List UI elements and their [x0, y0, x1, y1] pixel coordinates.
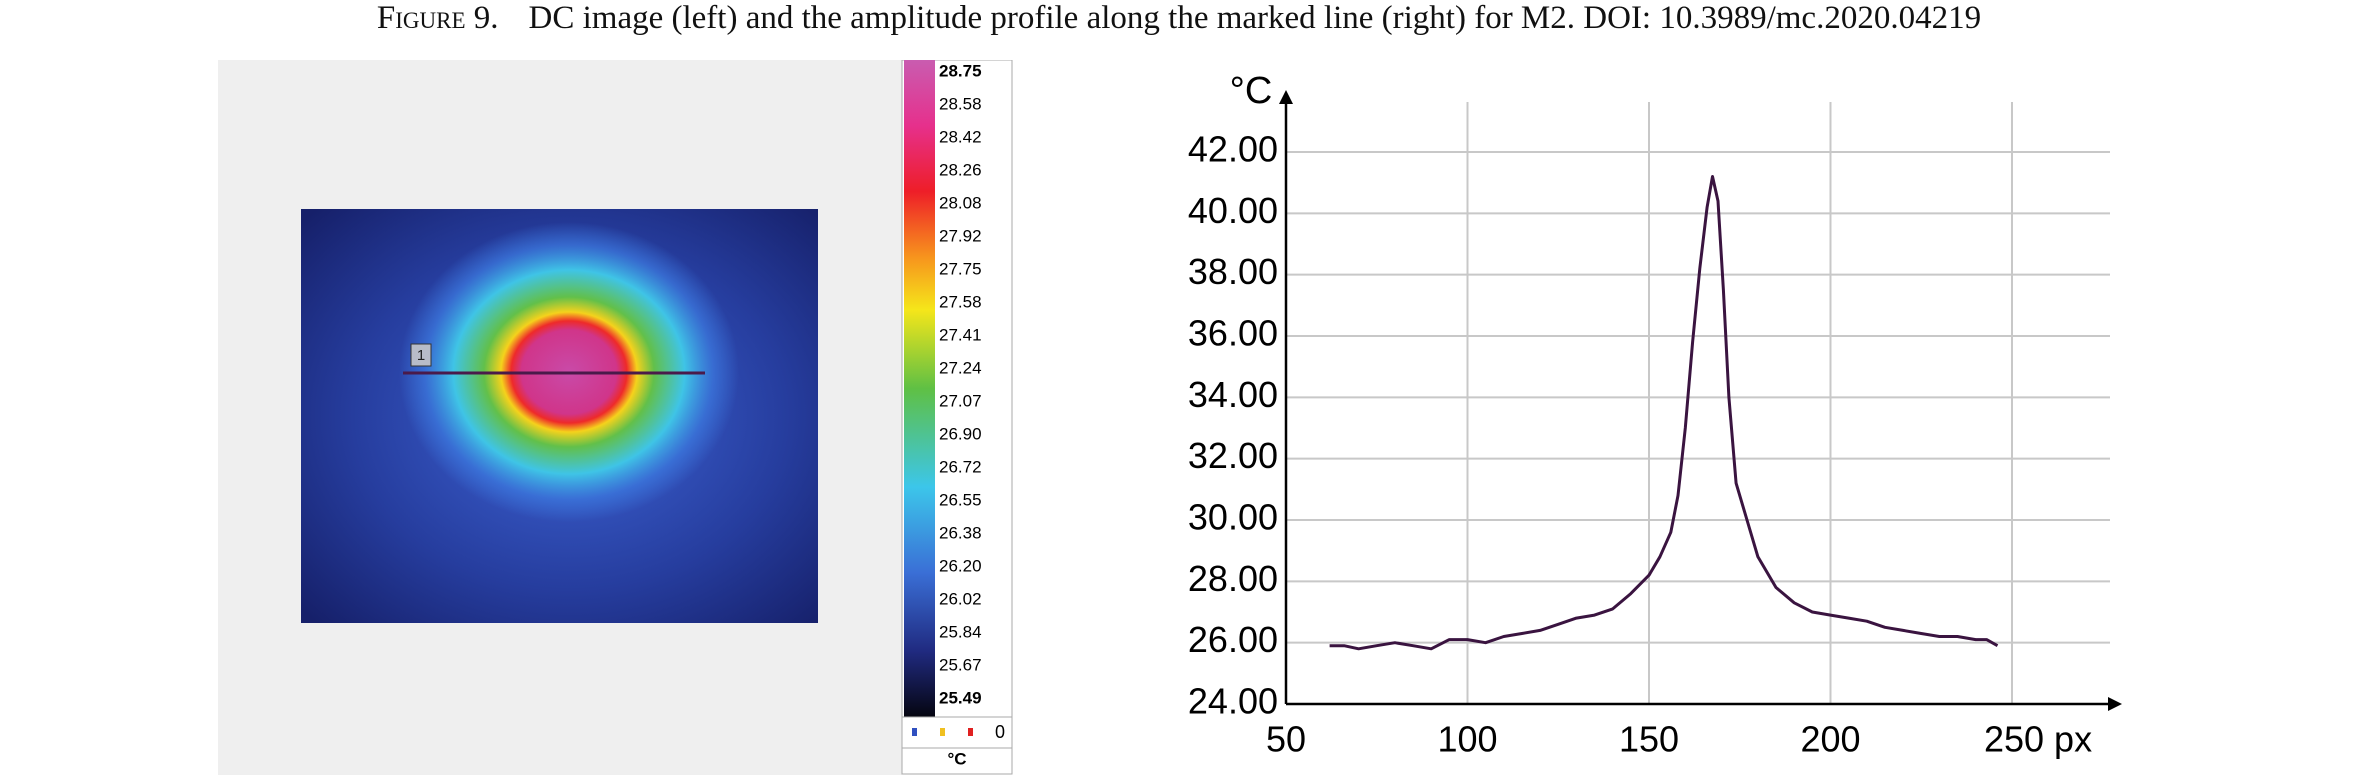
x-tick-label: 50 — [1266, 719, 1306, 760]
scale-label: 26.20 — [939, 556, 982, 575]
scale-footer-value: 0 — [995, 722, 1005, 742]
scale-label: 28.42 — [939, 127, 982, 146]
x-axis-arrow — [2108, 697, 2122, 711]
scale-label: 27.92 — [939, 226, 982, 245]
profile-line — [1329, 175, 1999, 651]
caption-label: Figure 9. — [376, 0, 499, 36]
scale-label: 27.41 — [939, 325, 982, 344]
scale-label: 26.02 — [939, 589, 982, 608]
y-axis-arrow — [1279, 90, 1293, 104]
marker-label: 1 — [417, 347, 425, 364]
scale-label: 26.38 — [939, 523, 982, 542]
scale-label: 26.55 — [939, 490, 982, 509]
scale-label: 27.58 — [939, 292, 982, 311]
marker-box — [410, 343, 432, 367]
y-tick-label: 32.00 — [1188, 435, 1278, 476]
scale-label: 27.07 — [939, 391, 982, 410]
scale-label: 25.49 — [939, 688, 982, 707]
y-tick-label: 40.00 — [1188, 190, 1278, 231]
scale-label: 25.67 — [939, 655, 982, 674]
scale-label: 28.58 — [939, 94, 982, 113]
profile-chart: °C 24.00 26.00 28.00 30.00 32.00 34.00 36.00 38… — [1188, 70, 2122, 760]
y-tick-label: 34.00 — [1188, 374, 1278, 415]
scale-label: 28.75 — [939, 61, 982, 80]
y-tick-label: 24.00 — [1188, 681, 1278, 722]
x-tick-label: 150 — [1619, 719, 1679, 760]
caption-text: DC image (left) and the amplitude profil… — [528, 0, 1982, 36]
thermal-panel: 1 0 °C 28.75 28.58 28.42 28.26 28.08 27.92 27.… — [218, 60, 1013, 775]
legend-square — [940, 728, 945, 736]
y-unit: °C — [1230, 70, 1273, 112]
y-tick-label: 28.00 — [1188, 558, 1278, 599]
scale-label: 27.75 — [939, 259, 982, 278]
y-tick-label: 30.00 — [1188, 497, 1278, 538]
scale-label: 26.90 — [939, 424, 982, 443]
x-tick-label: 250 px — [1984, 719, 2092, 760]
scale-label: 26.72 — [939, 457, 982, 476]
y-tick-label: 26.00 — [1188, 619, 1278, 660]
y-tick-label: 42.00 — [1188, 129, 1278, 170]
scale-unit: °C — [947, 749, 966, 768]
scale-label: 28.26 — [939, 160, 982, 179]
scale-label: 25.84 — [939, 622, 982, 641]
scale-label: 27.24 — [939, 358, 982, 377]
legend-square — [968, 728, 973, 736]
scale-bar — [904, 60, 935, 717]
scale-label: 28.08 — [939, 193, 982, 212]
x-tick-label: 200 — [1800, 719, 1860, 760]
y-tick-label: 36.00 — [1188, 313, 1278, 354]
y-tick-label: 38.00 — [1188, 251, 1278, 292]
x-tick-label: 100 — [1437, 719, 1497, 760]
legend-square — [912, 728, 917, 736]
caption: Figure 9. DC image (left) and the amplitu… — [0, 0, 2358, 36]
